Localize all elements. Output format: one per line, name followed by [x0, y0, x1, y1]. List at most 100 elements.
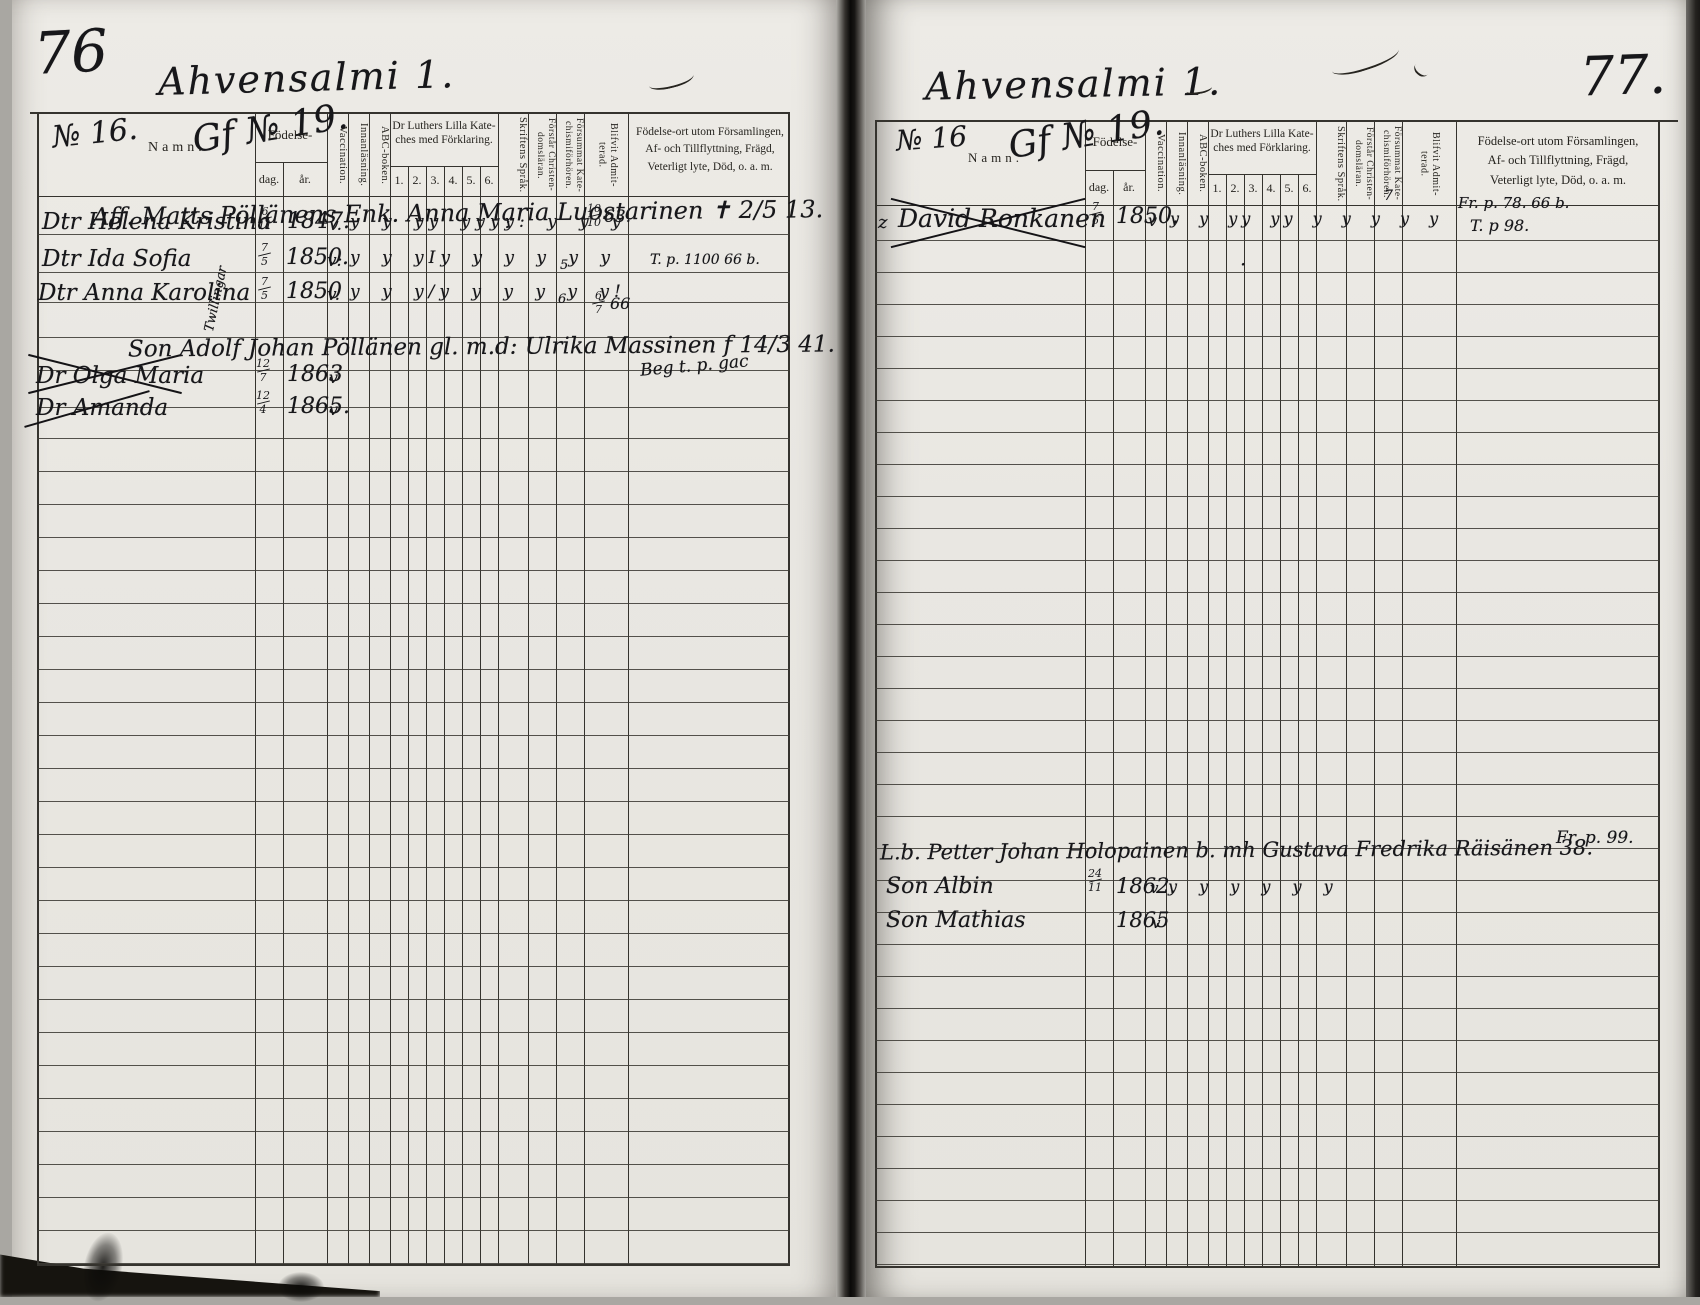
record-name: Dtr Anna Karolina — [38, 280, 251, 306]
table-rule — [37, 370, 790, 371]
sprak-mark: : — [505, 213, 511, 232]
table-rule — [1085, 170, 1145, 171]
table-rule — [1262, 174, 1263, 1268]
table-rule — [37, 471, 790, 472]
table-rule — [875, 1200, 1660, 1201]
table-rule — [1166, 120, 1167, 1268]
column-header-vaccination: Vaccination. — [1155, 134, 1166, 193]
vaccination-mark: v — [1150, 879, 1159, 897]
table-rule — [37, 1131, 790, 1132]
remark-entry: T. p. 1100 66 b. — [650, 252, 760, 268]
table-rule — [1113, 170, 1114, 1268]
column-header-remarks: Födelse-ort utom Församlingen, Af- och T… — [1477, 134, 1639, 187]
column-header-forsummat: Försummat Kate- chismiförhören. — [563, 117, 584, 193]
table-rule — [875, 624, 1660, 625]
table-rule — [1316, 120, 1317, 1268]
admitted-year: 63. — [604, 207, 632, 227]
table-rule — [37, 570, 790, 571]
table-rule — [37, 302, 790, 303]
table-rule — [37, 112, 39, 1266]
table-rule — [1346, 120, 1347, 1268]
kateches-col-5: 5. — [1284, 181, 1294, 195]
kateches-col-2: 2. — [412, 173, 422, 187]
table-rule — [875, 432, 1660, 433]
table-rule — [37, 234, 790, 235]
catechism-marks: y y yy yy y y y y y — [1170, 209, 1443, 228]
ink-tick: 6 — [558, 292, 567, 307]
ink-smudge — [278, 1272, 324, 1302]
vaccination-mark: v — [329, 368, 339, 387]
birth-year: 1865. — [287, 394, 350, 419]
table-rule — [875, 464, 1660, 465]
birth-day: 12 7 — [256, 357, 270, 384]
birth-day: 12 4 — [256, 389, 270, 416]
table-rule — [37, 702, 790, 703]
table-rule — [1658, 120, 1660, 1268]
table-rule — [875, 336, 1660, 337]
table-rule — [37, 1263, 790, 1264]
kateches-col-4: 4. — [448, 173, 458, 187]
remark-entry: T. p 98. — [1470, 216, 1530, 235]
column-header-fodelse: Födelse- — [267, 127, 313, 142]
table-rule — [1145, 120, 1146, 1268]
table-rule — [37, 407, 790, 408]
table-rule — [875, 912, 1660, 913]
remark-entry: Fr. p. 78. 66 b. — [1458, 194, 1570, 212]
page-number: 76 — [32, 16, 110, 88]
ink-tick: 7 — [1384, 188, 1393, 204]
table-rule — [37, 1032, 790, 1033]
record-name: Son Mathias — [886, 908, 1026, 933]
table-rule — [875, 1040, 1660, 1041]
table-rule — [875, 720, 1660, 721]
table-rule — [390, 166, 498, 167]
table-rule — [875, 304, 1660, 305]
page-title: Ahvensalmi 1. — [157, 52, 456, 104]
column-header-ar: år. — [1123, 180, 1135, 194]
birth-year: 1862. — [1116, 874, 1177, 898]
table-rule — [875, 1008, 1660, 1009]
table-rule — [37, 999, 790, 1000]
birth-year: 1850. — [1116, 204, 1179, 229]
table-rule — [875, 592, 1660, 593]
strikethrough-mark — [888, 194, 1088, 250]
kateches-col-2: 2. — [1230, 181, 1240, 195]
kateches-col-5: 5. — [466, 173, 476, 187]
birth-year: 1847. — [287, 209, 350, 234]
vaccination-mark: v — [1152, 914, 1161, 932]
ink-tick: 5 — [560, 258, 569, 273]
table-rule — [875, 1072, 1660, 1073]
table-rule — [390, 112, 391, 1266]
table-rule — [37, 537, 790, 538]
table-rule — [1244, 174, 1245, 1268]
table-rule — [875, 784, 1660, 785]
table-rule — [37, 603, 790, 604]
table-rule — [37, 196, 790, 197]
vaccination-mark: v. — [329, 215, 342, 235]
table-rule — [875, 120, 877, 1268]
table-rule — [37, 1164, 790, 1165]
table-rule — [37, 438, 790, 439]
table-rule — [255, 162, 327, 163]
birth-year: 1863 — [287, 362, 343, 387]
column-header-skriftens-sprak: Skriftens Språk. — [517, 117, 528, 193]
table-rule — [408, 166, 409, 1266]
kateches-col-4: 4. — [1266, 181, 1276, 195]
table-rule — [37, 735, 790, 736]
table-rule — [37, 1065, 790, 1066]
record-number-annotation: № 16 — [894, 119, 969, 158]
column-header-abc-boken: ABC-boken. — [1197, 134, 1208, 193]
kateches-col-3: 3. — [1248, 181, 1258, 195]
kateches-col-1: 1. — [1212, 181, 1222, 195]
table-rule — [875, 688, 1660, 689]
catechism-marks: y y y/y y y y y y! — [350, 282, 626, 302]
register-page-right — [866, 0, 1686, 1297]
table-rule — [37, 636, 790, 637]
kateches-col-6: 6. — [1302, 181, 1312, 195]
table-rule — [37, 1230, 790, 1231]
table-rule — [37, 669, 790, 670]
table-rule — [875, 560, 1660, 561]
birth-year: 1850. — [286, 245, 349, 270]
table-rule — [30, 112, 790, 114]
table-rule — [37, 900, 790, 901]
